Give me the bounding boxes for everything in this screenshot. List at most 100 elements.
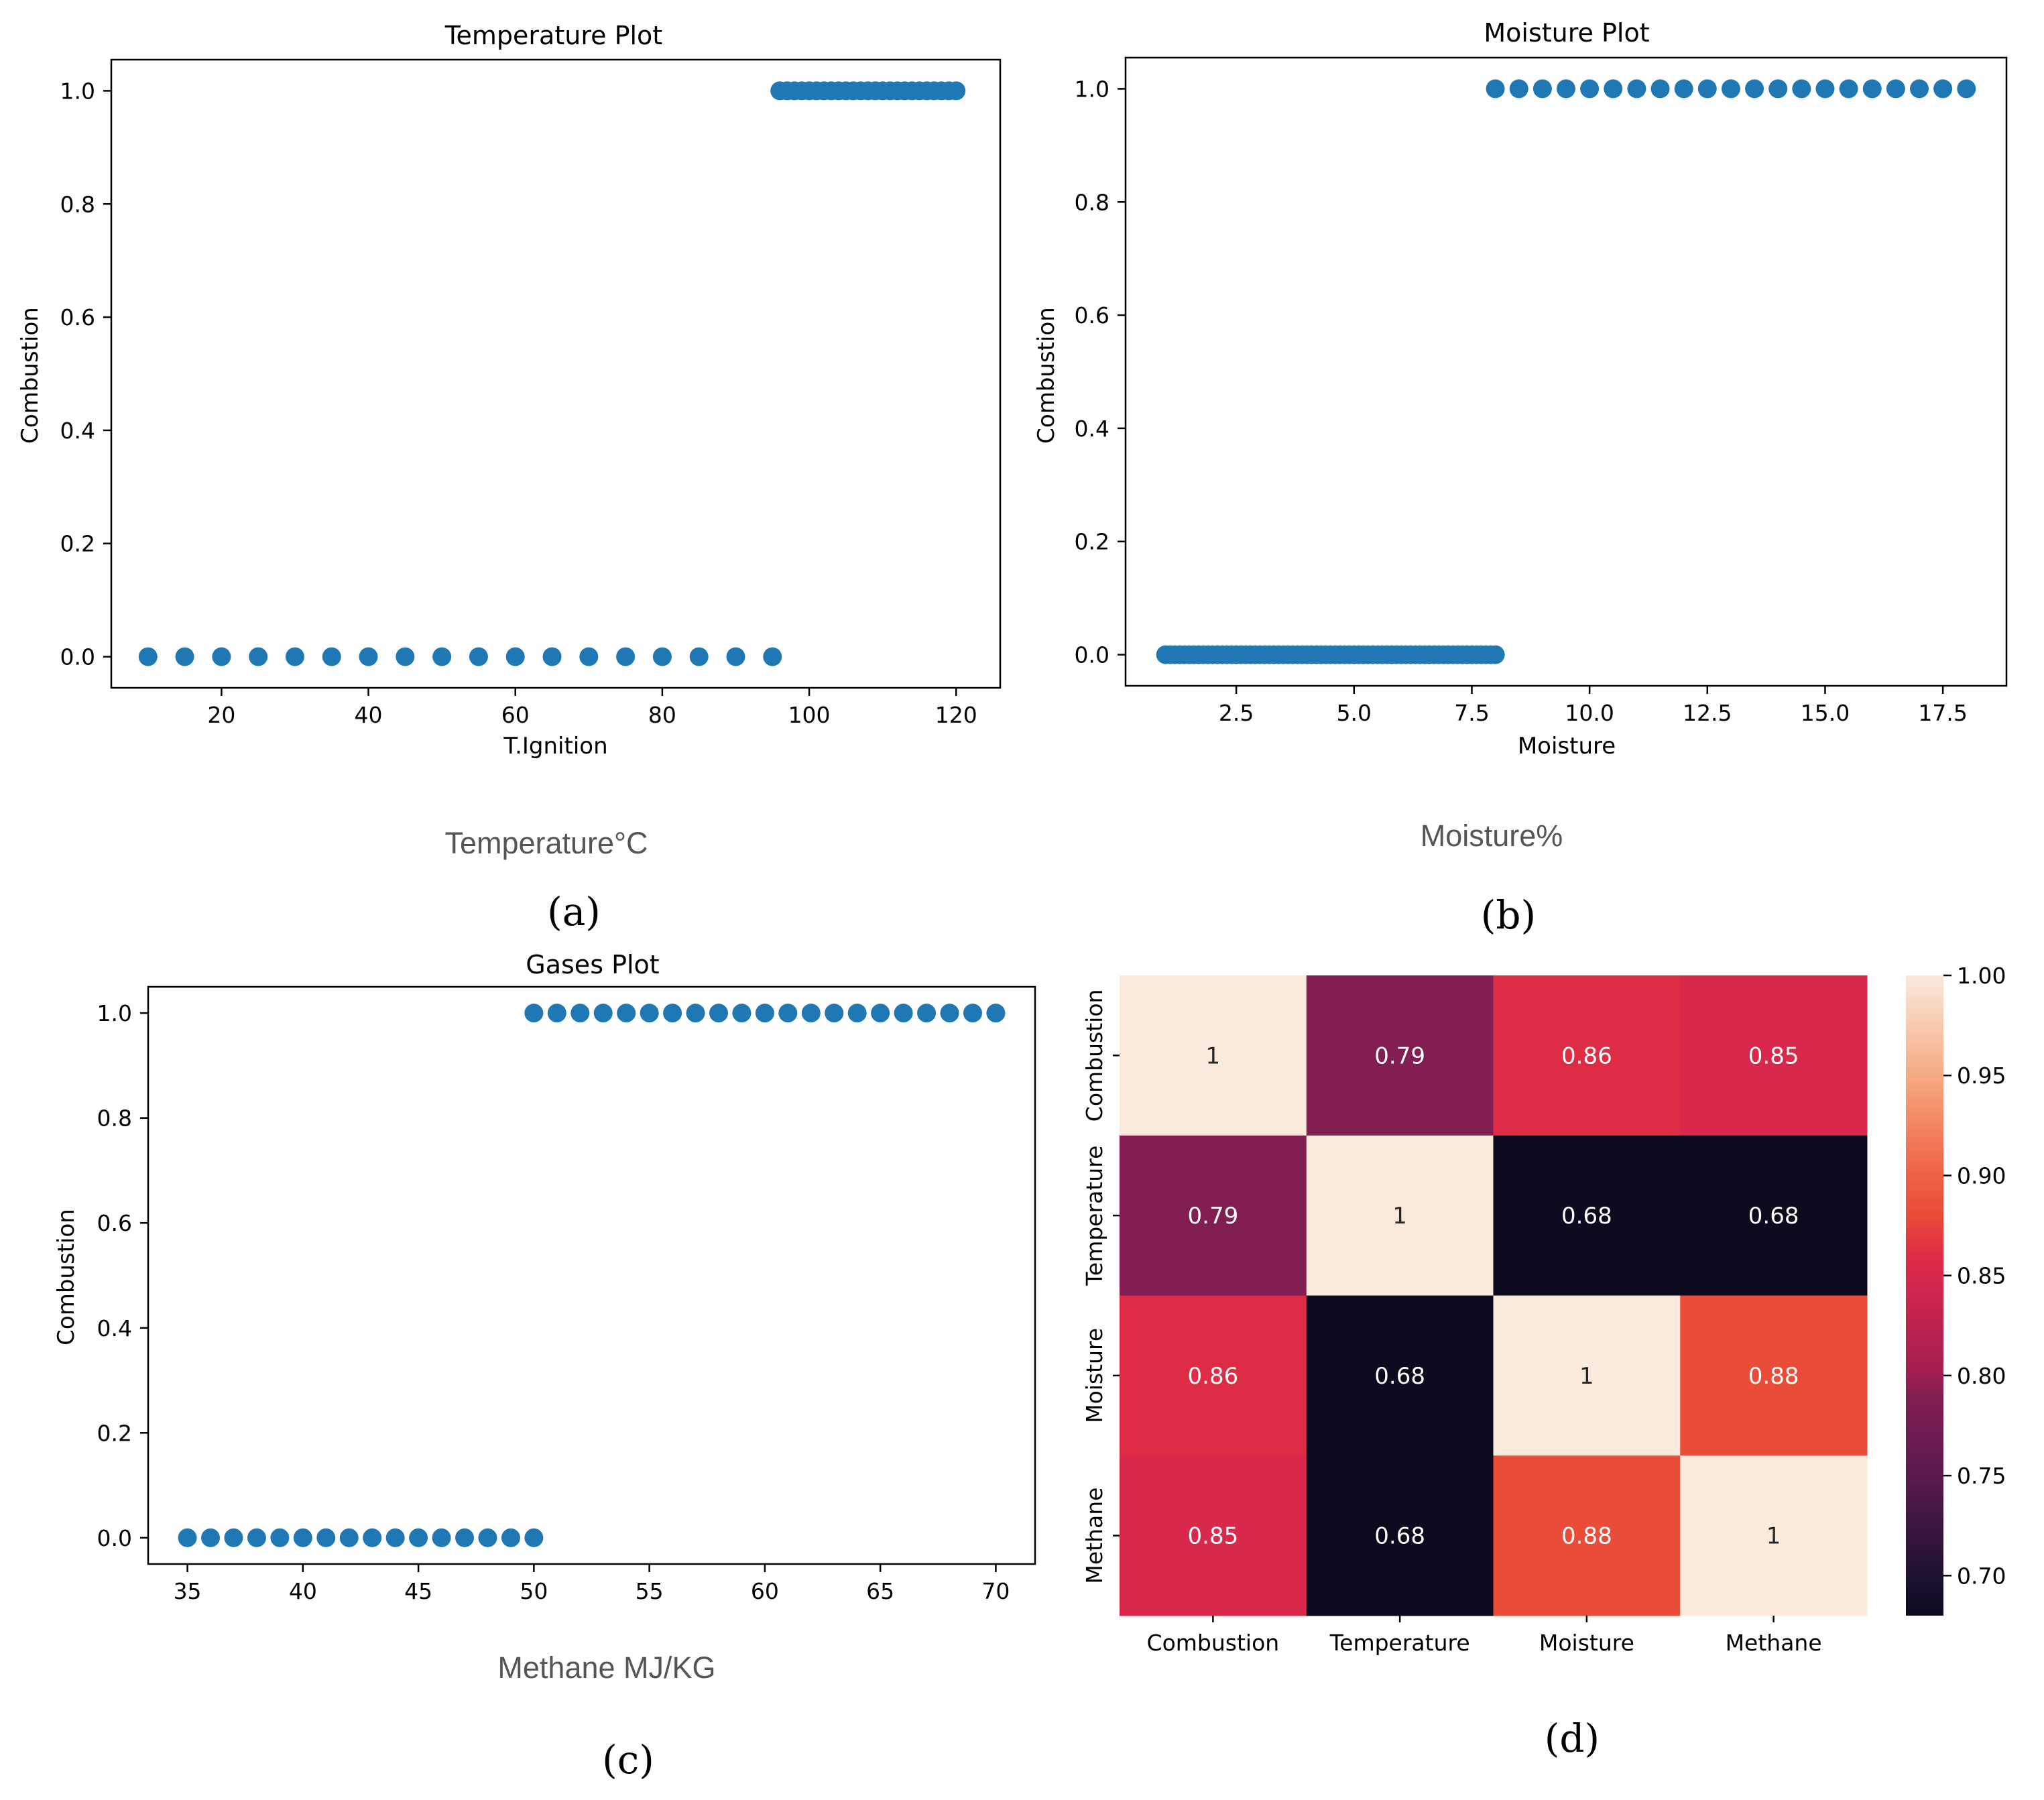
- temperature-plot-points: [138, 81, 966, 666]
- temperature-plot: Temperature Plot 20 40 60 80 100 120 0.0 0.2 0.4…: [17, 21, 1002, 935]
- heatmap-cell: [1306, 1295, 1494, 1456]
- data-point: [940, 1004, 959, 1023]
- y-tick-label: 0.6: [1075, 302, 1109, 328]
- gases-plot-axes: 35 40 45 50 55 60 65 70 0.0 0.2 0.4 0.6 0.8 1.0: [97, 1000, 1010, 1604]
- data-point: [505, 647, 525, 666]
- heatmap-cell: [1493, 1455, 1681, 1616]
- data-point: [175, 647, 194, 666]
- heatmap-axis-labels: Combustion Combustion Temperature Temperatu…: [1081, 989, 1822, 1656]
- moisture-plot-ylabel: Combustion: [1033, 307, 1060, 444]
- heatmap-y-label: Methane: [1081, 1488, 1107, 1584]
- data-point: [1839, 79, 1858, 99]
- data-point: [178, 1528, 197, 1547]
- data-point: [825, 1004, 844, 1023]
- data-point: [409, 1528, 428, 1547]
- data-point: [1721, 79, 1740, 99]
- data-point: [1862, 79, 1882, 99]
- x-tick-label: 50: [520, 1578, 548, 1604]
- heatmap-cells: 1 0.79 0.86 0.85 0.79 1 0.68 0.68 0.86 0.68 1 0.88 0…: [1120, 975, 1868, 1616]
- heatmap-y-label: Combustion: [1081, 989, 1107, 1122]
- temperature-plot-title: Temperature Plot: [444, 21, 662, 50]
- heatmap-colorbar: [1906, 975, 1943, 1616]
- x-tick-label: 15.0: [1801, 700, 1850, 726]
- data-point: [547, 1004, 566, 1023]
- moisture-unit-caption: Moisture%: [1421, 819, 1563, 853]
- gases-plot-points: [178, 1004, 1006, 1547]
- heatmap-cell-label: 0.68: [1748, 1203, 1799, 1229]
- moisture-plot: Moisture Plot 2.5 5.0 7.5 10.0 12.5 15.0 17.5 0…: [1033, 18, 2008, 938]
- y-tick-label: 1.0: [97, 1000, 132, 1026]
- x-tick-label: 7.5: [1454, 700, 1489, 726]
- heatmap-cell-label: 0.85: [1748, 1042, 1799, 1069]
- x-tick-label: 55: [636, 1578, 664, 1604]
- data-point: [270, 1528, 290, 1547]
- x-tick-label: 20: [207, 702, 235, 728]
- data-point: [316, 1528, 336, 1547]
- data-point: [432, 1528, 451, 1547]
- x-tick-label: 60: [501, 702, 530, 728]
- panel-label-b: (b): [1481, 892, 1536, 938]
- heatmap-colorbar-ticks: 0.70 0.75 0.80 0.85 0.90 0.95 1.00: [1943, 963, 2006, 1589]
- moisture-plot-title: Moisture Plot: [1484, 18, 1649, 48]
- data-point: [1627, 79, 1646, 99]
- temperature-plot-ylabel: Combustion: [17, 307, 44, 444]
- x-tick-label: 40: [289, 1578, 317, 1604]
- y-tick-label: 0.2: [97, 1420, 132, 1446]
- panel-label-d: (d): [1545, 1716, 1600, 1761]
- data-point: [1557, 79, 1575, 99]
- data-point: [652, 647, 672, 666]
- y-tick-label: 0.8: [97, 1105, 132, 1132]
- x-tick-label: 40: [355, 702, 383, 728]
- moisture-plot-points: [1156, 79, 1976, 664]
- data-point: [1486, 79, 1505, 99]
- data-point: [709, 1004, 728, 1023]
- heatmap-cell: [1493, 1135, 1681, 1296]
- data-point: [894, 1004, 913, 1023]
- x-tick-label: 10.0: [1565, 700, 1614, 726]
- heatmap-cell: [1493, 975, 1681, 1136]
- heatmap-cell: [1680, 1455, 1868, 1616]
- data-point: [469, 647, 488, 666]
- gases-plot-ylabel: Combustion: [53, 1209, 80, 1345]
- data-point: [249, 647, 268, 666]
- data-point: [1910, 79, 1929, 99]
- y-tick-label: 0.0: [60, 644, 95, 670]
- heatmap-cell-label: 1: [1579, 1363, 1594, 1390]
- data-point: [686, 1004, 705, 1023]
- heatmap-cell-label: 1: [1206, 1042, 1221, 1069]
- data-point: [322, 647, 341, 666]
- colorbar-tick-label: 0.70: [1957, 1563, 2006, 1589]
- heatmap-y-label: Moisture: [1081, 1328, 1107, 1423]
- x-tick-label: 60: [751, 1578, 779, 1604]
- heatmap-cell-label: 0.88: [1561, 1523, 1612, 1550]
- data-point: [339, 1528, 359, 1547]
- heatmap-x-label: Temperature: [1329, 1630, 1470, 1656]
- x-tick-label: 12.5: [1683, 700, 1732, 726]
- x-tick-label: 5.0: [1337, 700, 1372, 726]
- temperature-plot-xlabel: T.Ignition: [503, 733, 607, 760]
- y-tick-label: 0.0: [1075, 642, 1109, 668]
- data-point: [1650, 79, 1670, 99]
- panel-label-c: (c): [602, 1737, 654, 1783]
- x-tick-label: 80: [648, 702, 676, 728]
- data-point: [359, 647, 378, 666]
- data-point: [986, 1004, 1006, 1023]
- heatmap-cell: [1120, 975, 1307, 1136]
- data-point: [212, 647, 231, 666]
- colorbar-tick-label: 0.95: [1957, 1063, 2006, 1089]
- heatmap-cell-label: 0.79: [1188, 1203, 1239, 1229]
- x-tick-label: 70: [981, 1578, 1010, 1604]
- x-tick-label: 2.5: [1219, 700, 1254, 726]
- data-point: [755, 1004, 774, 1023]
- x-tick-label: 17.5: [1918, 700, 1967, 726]
- data-point: [138, 647, 158, 666]
- heatmap-cell: [1680, 975, 1868, 1136]
- y-tick-label: 0.2: [1075, 529, 1109, 555]
- data-point: [1933, 79, 1953, 99]
- data-point: [455, 1528, 475, 1547]
- data-point: [847, 1004, 867, 1023]
- data-point: [732, 1004, 752, 1023]
- y-tick-label: 0.6: [97, 1210, 132, 1236]
- y-tick-label: 1.0: [1075, 76, 1109, 102]
- y-tick-label: 0.2: [60, 531, 95, 557]
